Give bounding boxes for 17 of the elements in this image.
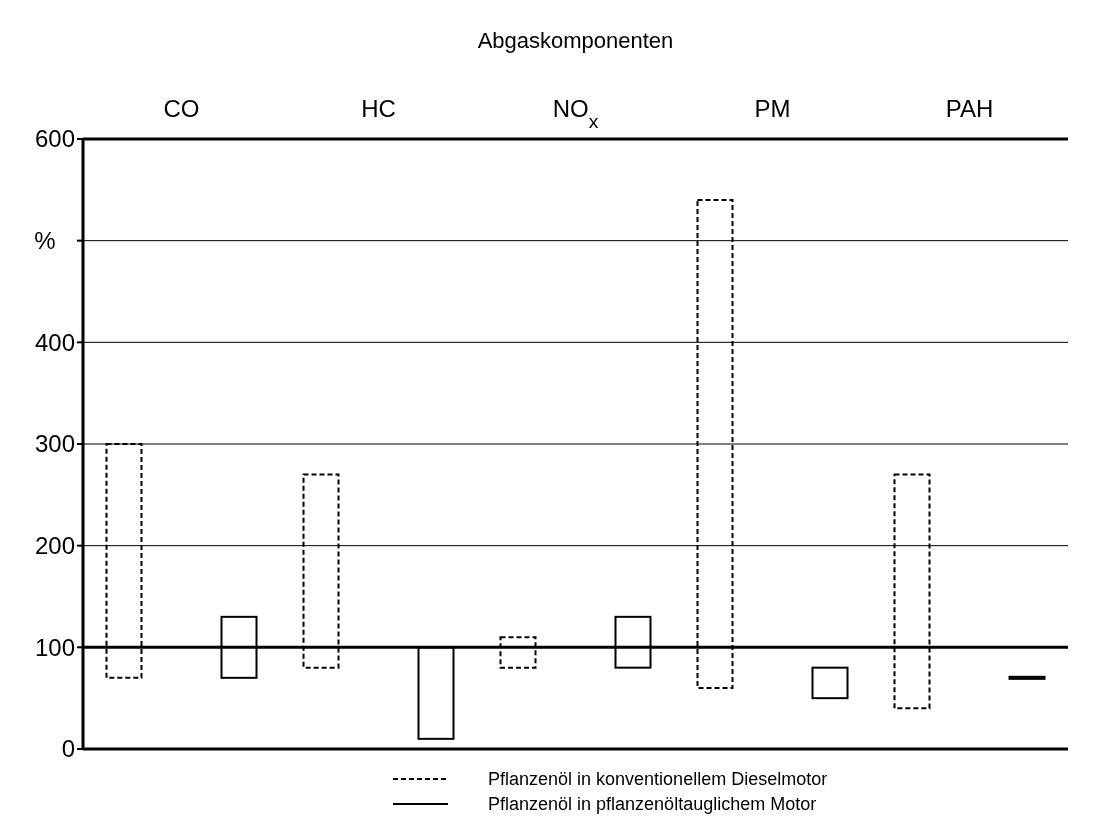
y-tick-label: 200 bbox=[34, 532, 75, 560]
chart-title: Abgaskomponenten bbox=[477, 28, 674, 53]
y-tick-label: 300 bbox=[34, 430, 75, 458]
bar bbox=[811, 666, 849, 700]
x-tick-label: NO$_{x}$ bbox=[552, 95, 599, 132]
x-tick-label: HC bbox=[361, 95, 396, 122]
y-axis-title: % bbox=[34, 227, 56, 255]
x-tick-label: PM bbox=[754, 95, 791, 122]
bar bbox=[1008, 675, 1046, 680]
y-tick-label: 400 bbox=[34, 328, 75, 356]
y-tick-label: 600 bbox=[34, 125, 75, 153]
y-tick-label: 100 bbox=[34, 633, 75, 661]
y-tick-label: 0 bbox=[61, 735, 75, 763]
legend-label: Pflanzenöl in pflanzenöltauglichem Motor bbox=[488, 794, 817, 815]
x-tick-label: CO bbox=[163, 95, 200, 122]
legend-label: Pflanzenöl in konventionellem Dieselmotor bbox=[488, 769, 828, 790]
x-tick-label: PAH bbox=[945, 95, 994, 122]
